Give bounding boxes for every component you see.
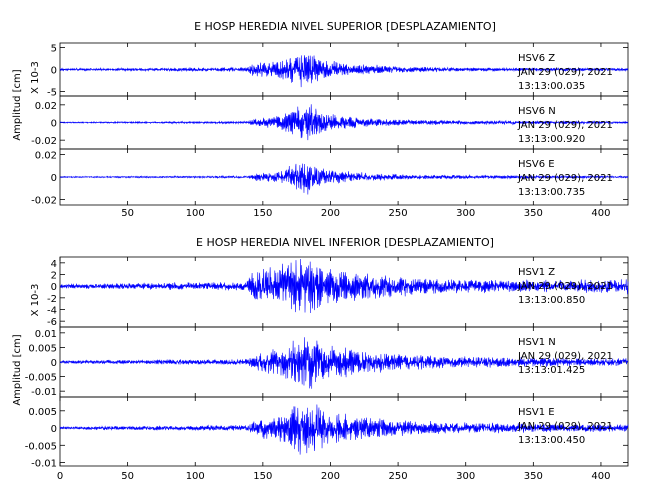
y-tick-label: 0.02: [35, 101, 57, 112]
y-tick-label: 0.02: [35, 151, 57, 162]
y-tick-label: -0.01: [31, 387, 57, 398]
waveform-trace: [59, 258, 629, 314]
record-date-label: JAN 29 (029), 2021: [517, 421, 613, 432]
y-tick-label: -0.005: [25, 373, 57, 384]
station-channel-label: HSV6 Z: [518, 53, 555, 64]
x-tick-label: 150: [253, 471, 272, 482]
trace-panel-hsv1-n: 0.01 0.005 0 -0.005 -0.01 HSV1 N JAN 29 (029),…: [25, 326, 629, 398]
y-axis-label: Amplitud [cm]: [12, 334, 23, 405]
trace-panel-hsv1-e: 0.005 0 -0.005 -0.01 HSV1 E JAN 29 (029), 202…: [25, 396, 629, 470]
y-tick-label: -0.01: [31, 459, 57, 470]
record-date-label: JAN 29 (029), 2021: [517, 351, 613, 362]
record-time-label: 13:13:00.920: [518, 134, 585, 145]
y-axis-label: Amplitud [cm]: [12, 69, 23, 140]
x-tick-label: 50: [121, 471, 134, 482]
record-time-label: 13:13:00.735: [518, 187, 585, 198]
record-time-label: 13:13:00.450: [518, 435, 585, 446]
x-tick-label: 200: [321, 471, 340, 482]
y-tick-label: -2: [47, 294, 57, 305]
y-tick-label: -6: [47, 317, 57, 328]
y-tick-label: 2: [51, 271, 57, 282]
y-tick-label: 5: [51, 43, 57, 54]
trace-panel-hsv6-z: 5 0 -5 X 10-3 HSV6 Z JAN 29 (029), 2021 13:13:…: [30, 42, 629, 99]
trace-panel-hsv6-n: 0.02 0 -0.02 HSV6 N JAN 29 (029), 2021 13:13:…: [31, 95, 629, 150]
x-tick-label: 400: [591, 208, 610, 219]
y-tick-label: 4: [51, 259, 57, 270]
record-date-label: JAN 29 (029), 2021: [517, 281, 613, 292]
record-time-label: 13:13:00.850: [518, 295, 585, 306]
y-tick-label: 0: [51, 282, 57, 293]
waveform-trace: [59, 404, 629, 455]
x-tick-label: 150: [253, 208, 272, 219]
station-channel-label: HSV1 Z: [518, 267, 555, 278]
x-tick-label: 250: [389, 471, 408, 482]
y-tick-label: -4: [47, 306, 57, 317]
x-tick-label: 50: [121, 208, 134, 219]
y-tick-label: 0.005: [28, 407, 57, 418]
chart-title: E HOSP HEREDIA NIVEL SUPERIOR [DESPLAZAM…: [194, 20, 496, 33]
trace-panel-hsv6-e: 0.02 0 -0.02 HSV6 E JAN 29 (029), 2021 13:13:…: [31, 148, 629, 206]
upper-level-seismogram-group: E HOSP HEREDIA NIVEL SUPERIOR [DESPLAZAM…: [12, 20, 629, 219]
x-tick-label: 350: [524, 471, 543, 482]
record-date-label: JAN 29 (029), 2021: [517, 173, 613, 184]
x-tick-label: 100: [186, 208, 205, 219]
y-tick-label: -5: [47, 88, 57, 99]
scale-factor-label: X 10-3: [30, 61, 41, 94]
y-tick-label: -0.005: [25, 441, 57, 452]
station-channel-label: HSV1 N: [518, 337, 556, 348]
station-channel-label: HSV1 E: [518, 407, 555, 418]
trace-panel-hsv1-z: 420-2-4-6 X 10-3 HSV1 Z JAN 29 (029), 2021 1…: [30, 256, 629, 328]
y-tick-label: 0: [51, 424, 57, 435]
x-tick-label: 100: [186, 471, 205, 482]
waveform-trace: [59, 104, 629, 141]
panel-frame: [59, 396, 629, 467]
chart-title: E HOSP HEREDIA NIVEL INFERIOR [DESPLAZAM…: [196, 236, 494, 249]
y-tick-label: 0: [51, 66, 57, 77]
x-tick-label: 0: [57, 471, 63, 482]
record-date-label: JAN 29 (029), 2021: [517, 67, 613, 78]
waveform-trace: [59, 55, 629, 88]
x-tick-label: 250: [389, 208, 408, 219]
y-tick-label: 0: [51, 358, 57, 369]
x-tick-label: 350: [524, 208, 543, 219]
record-time-label: 13:13:01.425: [518, 365, 585, 376]
y-tick-label: 0.005: [28, 343, 57, 354]
x-tick-label: 200: [321, 208, 340, 219]
y-tick-label: 0: [51, 119, 57, 130]
y-tick-label: -0.02: [31, 136, 57, 147]
lower-level-seismogram-group: E HOSP HEREDIA NIVEL INFERIOR [DESPLAZAM…: [12, 236, 629, 482]
record-time-label: 13:13:00.035: [518, 81, 585, 92]
waveform-trace: [59, 337, 629, 389]
station-channel-label: HSV6 N: [518, 106, 556, 117]
scale-factor-label: X 10-3: [30, 284, 41, 317]
x-tick-label: 400: [591, 471, 610, 482]
x-tick-label: 300: [456, 208, 475, 219]
record-date-label: JAN 29 (029), 2021: [517, 120, 613, 131]
y-tick-label: -0.02: [31, 195, 57, 206]
x-tick-label: 300: [456, 471, 475, 482]
waveform-trace: [59, 163, 629, 195]
station-channel-label: HSV6 E: [518, 159, 555, 170]
y-tick-label: 0: [51, 173, 57, 184]
y-tick-label: 0.01: [35, 329, 57, 340]
